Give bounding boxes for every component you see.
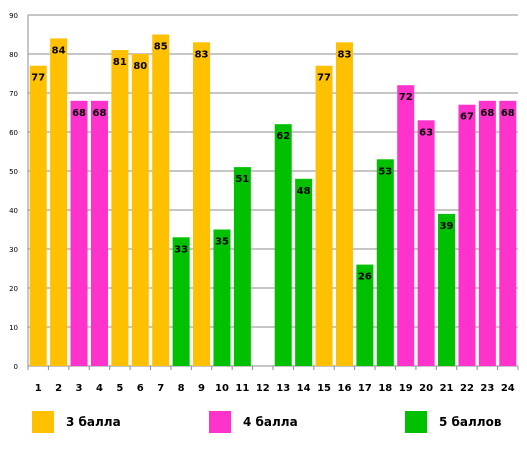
value-label-9: 83 xyxy=(195,49,209,60)
y-tick-label: 90 xyxy=(9,12,18,20)
value-label-15: 77 xyxy=(317,73,331,84)
bar-5 xyxy=(111,50,129,366)
legend-item-3-balla: 3 балла xyxy=(32,411,121,433)
bar-23 xyxy=(478,100,496,367)
bar-13 xyxy=(274,124,292,366)
value-label-14: 48 xyxy=(297,186,311,197)
x-tick-label-14: 14 xyxy=(297,383,311,394)
bar-9 xyxy=(193,42,211,367)
value-label-18: 53 xyxy=(378,166,392,177)
value-label-22: 67 xyxy=(460,112,474,123)
bar-14 xyxy=(295,178,313,366)
value-label-19: 72 xyxy=(399,92,413,103)
x-tick-label-13: 13 xyxy=(276,383,290,394)
bar-2 xyxy=(50,38,68,367)
bar-8 xyxy=(172,237,190,366)
legend-swatch-3-balla xyxy=(32,411,54,433)
value-label-4: 68 xyxy=(92,108,106,119)
bar-18 xyxy=(376,159,394,366)
x-tick-label-15: 15 xyxy=(317,383,331,394)
y-tick-label: 60 xyxy=(9,129,18,137)
value-label-16: 83 xyxy=(337,49,351,60)
bar-15 xyxy=(315,65,333,366)
legend-swatch-4-balla xyxy=(209,411,231,433)
y-tick-label: 0 xyxy=(14,363,18,371)
legend-label-3-balla: 3 балла xyxy=(66,415,121,429)
legend-swatch-5-ballov xyxy=(405,411,427,433)
x-tick-label-24: 24 xyxy=(501,383,515,394)
x-tick-label-8: 8 xyxy=(178,383,185,394)
bar-16 xyxy=(335,42,353,367)
value-label-13: 62 xyxy=(276,131,290,142)
legend: 3 балла 4 балла 5 баллов xyxy=(0,411,527,439)
bar-20 xyxy=(417,120,435,366)
x-tick-label-22: 22 xyxy=(460,383,474,394)
bar-4 xyxy=(90,100,108,367)
value-label-17: 26 xyxy=(358,272,372,283)
value-label-6: 80 xyxy=(133,61,147,72)
x-tick-label-11: 11 xyxy=(235,383,249,394)
legend-label-4-balla: 4 балла xyxy=(243,415,298,429)
value-label-23: 68 xyxy=(480,108,494,119)
value-label-24: 68 xyxy=(501,108,515,119)
x-tick-label-17: 17 xyxy=(358,383,372,394)
value-label-20: 63 xyxy=(419,127,433,138)
bar-22 xyxy=(458,104,476,366)
x-tick-label-1: 1 xyxy=(35,383,42,394)
legend-item-4-balla: 4 балла xyxy=(209,411,298,433)
bar-1 xyxy=(29,65,47,366)
value-label-8: 33 xyxy=(174,244,188,255)
x-tick-label-3: 3 xyxy=(76,383,83,394)
value-label-21: 39 xyxy=(440,221,454,232)
bar-3 xyxy=(70,100,88,367)
y-tick-label: 50 xyxy=(9,168,18,176)
value-label-2: 84 xyxy=(52,45,66,56)
y-tick-label: 40 xyxy=(9,207,18,215)
x-tick-label-4: 4 xyxy=(96,383,103,394)
x-tick-label-12: 12 xyxy=(256,383,270,394)
x-tick-label-9: 9 xyxy=(198,383,205,394)
bar-7 xyxy=(152,34,170,366)
bar-17 xyxy=(356,264,374,366)
bar-10 xyxy=(213,229,231,366)
x-tick-label-5: 5 xyxy=(116,383,123,394)
x-tick-label-10: 10 xyxy=(215,383,229,394)
x-tick-label-7: 7 xyxy=(157,383,164,394)
x-tick-label-18: 18 xyxy=(378,383,392,394)
bar-19 xyxy=(397,85,415,366)
bar-24 xyxy=(499,100,517,367)
x-tick-label-2: 2 xyxy=(55,383,62,394)
value-label-5: 81 xyxy=(113,57,127,68)
y-tick-label: 30 xyxy=(9,246,18,254)
value-label-1: 77 xyxy=(31,73,45,84)
x-tick-label-20: 20 xyxy=(419,383,433,394)
bar-chart: 0102030405060708090771842683684815806857… xyxy=(9,12,519,394)
x-tick-label-16: 16 xyxy=(337,383,351,394)
value-label-3: 68 xyxy=(72,108,86,119)
value-label-11: 51 xyxy=(235,174,249,185)
y-tick-label: 10 xyxy=(9,324,18,332)
y-tick-label: 70 xyxy=(9,90,18,98)
x-tick-label-23: 23 xyxy=(480,383,494,394)
x-tick-label-19: 19 xyxy=(399,383,413,394)
x-tick-label-6: 6 xyxy=(137,383,144,394)
value-label-10: 35 xyxy=(215,237,229,248)
legend-label-5-ballov: 5 баллов xyxy=(439,415,502,429)
y-tick-label: 80 xyxy=(9,51,18,59)
value-label-7: 85 xyxy=(154,42,168,53)
bar-11 xyxy=(233,167,251,366)
x-tick-label-21: 21 xyxy=(440,383,454,394)
y-tick-label: 20 xyxy=(9,285,18,293)
bar-21 xyxy=(438,213,456,366)
bar-6 xyxy=(131,54,149,366)
legend-item-5-ballov: 5 баллов xyxy=(405,411,501,433)
